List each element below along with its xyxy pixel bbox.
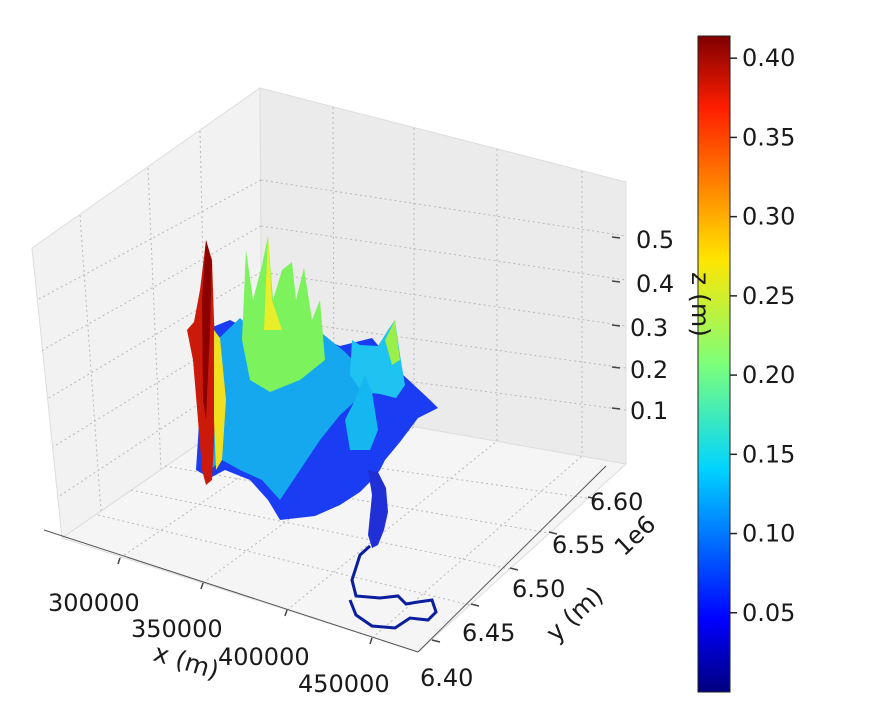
y-tick-label: 6.50: [512, 575, 565, 603]
z-tick-label: 0.2: [630, 356, 668, 384]
colorbar-ticks: 0.05 0.10 0.15 0.20 0.25 0.30 0.35 0.40: [730, 44, 795, 627]
grid-line: [261, 317, 627, 369]
y-offset-label: 1e6: [609, 510, 661, 561]
colorbar-tick-label: 0.05: [742, 599, 795, 627]
z-tick-labels: 0.1 0.2 0.3 0.4 0.5: [630, 226, 674, 425]
x-axis-title: x (m): [150, 638, 222, 685]
grid-line: [36, 179, 262, 301]
y-tick-mark: [431, 639, 441, 643]
colorbar-tick-label: 0.35: [742, 123, 795, 151]
y-tick-label: 6.60: [590, 488, 643, 516]
grid-line: [260, 225, 627, 281]
colorbar-tick-label: 0.10: [742, 520, 795, 548]
colorbar: 0.05 0.10 0.15 0.20 0.25 0.30 0.35 0.40: [697, 35, 795, 693]
surface-red-peak: [202, 240, 212, 420]
z-tick-mark: [611, 236, 621, 239]
tick-marks: [117, 236, 621, 645]
z-tick-label: 0.4: [636, 270, 674, 298]
y-tick-label: 6.45: [462, 619, 515, 647]
x-tick-labels: 300000 350000 400000 450000: [48, 589, 390, 698]
z-tick-mark: [611, 407, 621, 410]
colorbar-tick-label: 0.25: [742, 282, 795, 310]
y-tick-label: 6.40: [420, 664, 473, 692]
colorbar-tick-label: 0.15: [742, 440, 795, 468]
grid-line: [371, 455, 583, 639]
x-tick-label: 300000: [48, 589, 140, 617]
surface: [187, 236, 438, 630]
surface-peak-center: [345, 375, 378, 450]
y-tick-mark: [509, 567, 519, 571]
axis-edges: [43, 465, 607, 653]
x-axis-line: [43, 529, 419, 653]
y-tick-mark: [587, 496, 597, 500]
colorbar-tick-label: 0.20: [742, 361, 795, 389]
surface-river: [368, 470, 388, 548]
z-tick-label: 0.3: [630, 314, 668, 342]
z-tick-label: 0.5: [636, 226, 674, 254]
z-tick-mark: [611, 324, 621, 327]
z-tick-mark: [611, 366, 621, 369]
grid-line: [260, 179, 627, 237]
surface-peak-right-top: [385, 320, 400, 365]
surface-peak-green: [242, 236, 325, 392]
y-tick-mark: [548, 531, 558, 535]
z-axis-title: z (m): [686, 272, 715, 337]
y-tick-label: 6.55: [552, 531, 605, 559]
grid-line: [40, 225, 262, 352]
grid-line: [97, 514, 471, 606]
y-axis-line: [417, 465, 607, 653]
surface-peak-yellow: [264, 236, 282, 330]
x-tick-mark: [284, 609, 288, 617]
colorbar-fill: [697, 35, 731, 693]
z-tick-label: 0.1: [630, 397, 668, 425]
x-tick-label: 400000: [218, 643, 310, 671]
x-tick-mark: [117, 557, 121, 565]
colorbar-tick-label: 0.30: [742, 203, 795, 231]
x-tick-label: 350000: [131, 615, 223, 643]
y-tick-labels: 6.40 6.45 6.50 6.55 6.60: [420, 488, 643, 692]
colorbar-tick-label: 0.40: [742, 44, 795, 72]
y-tick-mark: [470, 603, 480, 607]
z-tick-mark: [611, 280, 621, 283]
x-tick-label: 450000: [298, 670, 390, 698]
x-tick-mark: [200, 582, 204, 590]
grid-line: [260, 271, 627, 327]
x-tick-mark: [369, 637, 373, 645]
grid-line: [147, 167, 162, 470]
grid-line: [46, 271, 262, 400]
surface-tail: [348, 544, 438, 630]
surface-yellow-streak: [214, 330, 226, 470]
